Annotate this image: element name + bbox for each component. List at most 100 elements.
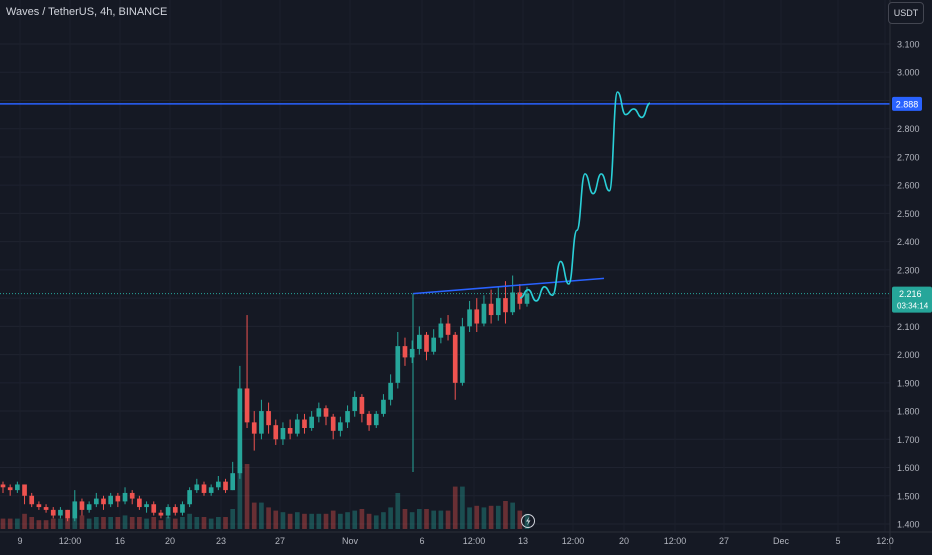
candle[interactable] <box>381 394 386 417</box>
candle[interactable] <box>216 476 221 491</box>
candle[interactable] <box>452 332 458 400</box>
candle[interactable] <box>287 419 293 440</box>
candle[interactable] <box>180 501 185 516</box>
candle[interactable] <box>259 399 264 440</box>
candle-body <box>122 492 128 502</box>
currency-button[interactable]: USDT <box>888 2 924 24</box>
candle[interactable] <box>194 478 200 493</box>
candle[interactable] <box>366 411 372 431</box>
volume-bar <box>180 517 185 529</box>
candle[interactable] <box>488 289 494 324</box>
candle[interactable] <box>402 337 408 366</box>
candle-body <box>323 408 329 417</box>
candle[interactable] <box>280 422 286 445</box>
candle[interactable] <box>302 413 307 434</box>
candle[interactable] <box>22 484 27 505</box>
candle[interactable] <box>172 504 178 516</box>
candle[interactable] <box>424 332 429 361</box>
candle[interactable] <box>395 332 401 389</box>
candle[interactable] <box>273 419 279 445</box>
volume-bar <box>7 518 13 529</box>
candle[interactable] <box>15 481 20 493</box>
candle[interactable] <box>101 495 106 510</box>
candle[interactable] <box>151 501 157 516</box>
candle[interactable] <box>266 402 271 434</box>
candle[interactable] <box>330 413 336 440</box>
candle[interactable] <box>503 281 508 324</box>
candle[interactable] <box>438 317 444 344</box>
candle[interactable] <box>251 411 257 451</box>
candle[interactable] <box>409 340 415 364</box>
candle-body <box>108 495 114 505</box>
candle[interactable] <box>165 504 171 519</box>
candle[interactable] <box>201 481 207 496</box>
candle-body <box>208 487 214 493</box>
candle[interactable] <box>359 394 365 423</box>
candle[interactable] <box>129 490 135 505</box>
volume-bar <box>251 502 257 529</box>
candle[interactable] <box>158 509 164 519</box>
candle[interactable] <box>0 481 6 493</box>
lightning-icon[interactable] <box>521 514 535 528</box>
candle[interactable] <box>122 487 128 505</box>
candle[interactable] <box>517 284 523 310</box>
volume-bar <box>108 517 114 529</box>
candle[interactable] <box>345 405 350 428</box>
candle[interactable] <box>36 501 42 510</box>
candle[interactable] <box>460 317 465 386</box>
candle-body <box>352 396 358 412</box>
candle-body <box>43 507 49 510</box>
candle[interactable] <box>416 326 422 355</box>
candle[interactable] <box>72 490 78 522</box>
candle[interactable] <box>230 461 236 491</box>
candle[interactable] <box>208 484 214 496</box>
candle[interactable] <box>388 374 393 406</box>
candle[interactable] <box>431 329 437 355</box>
candle[interactable] <box>115 492 121 508</box>
candle[interactable] <box>144 501 149 513</box>
candle[interactable] <box>65 509 70 522</box>
x-tick-label: 20 <box>619 536 629 546</box>
candle[interactable] <box>187 487 192 508</box>
candle[interactable] <box>352 391 358 417</box>
volume-bar <box>359 509 365 529</box>
candle[interactable] <box>309 411 314 431</box>
candle[interactable] <box>445 315 451 341</box>
candle[interactable] <box>338 416 343 437</box>
x-tick-label: Dec <box>773 536 790 546</box>
candle[interactable] <box>137 495 142 510</box>
candle[interactable] <box>474 298 480 332</box>
trend-line[interactable] <box>412 277 605 295</box>
candle[interactable] <box>79 498 85 516</box>
volume-bar <box>366 513 372 529</box>
candle[interactable] <box>481 295 487 327</box>
candle[interactable] <box>510 275 515 316</box>
candle[interactable] <box>29 492 35 508</box>
candle[interactable] <box>244 315 250 428</box>
candle[interactable] <box>108 492 114 508</box>
volume-bar <box>495 505 501 529</box>
candle[interactable] <box>467 300 472 332</box>
candle[interactable] <box>7 484 13 496</box>
candle[interactable] <box>93 492 99 508</box>
candle[interactable] <box>58 507 63 519</box>
candle[interactable] <box>323 405 329 426</box>
candle[interactable] <box>43 504 49 513</box>
candle[interactable] <box>223 478 228 493</box>
candle-body <box>230 473 236 491</box>
candle[interactable] <box>50 507 56 519</box>
volume-bar <box>43 520 49 529</box>
x-tick-label: 16 <box>115 536 125 546</box>
volume-bar <box>431 510 437 529</box>
candle[interactable] <box>373 411 379 428</box>
candle[interactable] <box>495 286 501 321</box>
candle-body <box>452 334 458 383</box>
projection-path[interactable] <box>519 91 651 302</box>
candle[interactable] <box>237 365 243 479</box>
candle[interactable] <box>86 501 92 513</box>
candle-body <box>244 388 250 423</box>
candle[interactable] <box>294 413 300 437</box>
candle[interactable] <box>316 402 322 423</box>
